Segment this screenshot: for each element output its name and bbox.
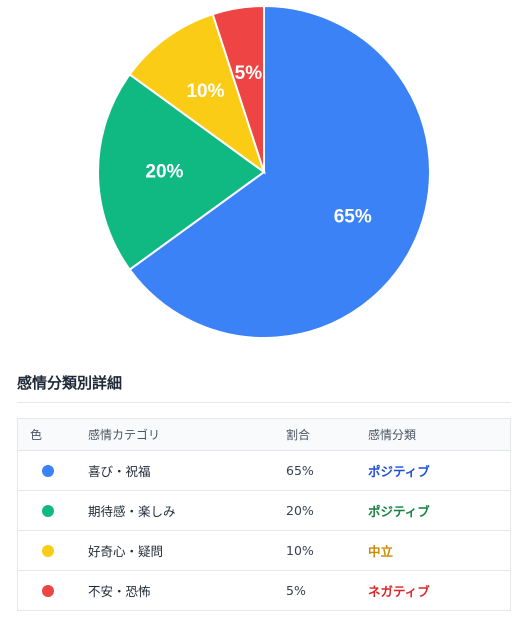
slice-curiosity <box>128 12 266 175</box>
classification-cell: 中立 <box>356 529 510 570</box>
header-classification: 感情分類 <box>356 419 510 451</box>
ratio-cell: 5% <box>274 569 356 610</box>
header-ratio: 割合 <box>274 419 356 451</box>
section-title: 感情分類別詳細 <box>17 374 123 392</box>
color-cell <box>18 450 76 490</box>
table-row: 喜び・祝福 65% ポジティブ <box>18 450 510 490</box>
slice-label: 65% <box>334 207 372 228</box>
color-dot <box>42 585 54 598</box>
pie-chart-svg: 65% 20% 10% 5% <box>97 4 431 339</box>
color-cell <box>18 489 76 530</box>
color-dot <box>42 465 54 477</box>
slice-label: 10% <box>186 81 224 102</box>
section-divider <box>17 402 511 403</box>
table-row: 好奇心・疑問 10% 中立 <box>18 529 510 570</box>
pie-chart: 65% 20% 10% 5% <box>97 4 431 339</box>
category-cell: 喜び・祝福 <box>88 463 151 479</box>
color-cell <box>18 529 76 570</box>
slice-label: 5% <box>235 63 263 84</box>
header-category: 感情カテゴリ <box>76 419 274 451</box>
header-color: 色 <box>18 419 76 451</box>
table-row: 不安・恐怖 5% ネガティブ <box>18 569 510 610</box>
ratio-cell: 20% <box>274 489 356 530</box>
category-cell: 期待感・楽しみ <box>76 489 274 530</box>
category-cell: 好奇心・疑問 <box>76 529 274 570</box>
slice-anxiety <box>211 4 265 173</box>
category-cell: 不安・恐怖 <box>76 569 274 610</box>
classification-cell: ネガティブ <box>356 569 510 610</box>
color-dot <box>42 505 54 517</box>
classification-cell: ポジティブ <box>356 489 510 530</box>
slice-anticipation <box>97 73 266 271</box>
slice-joy <box>128 4 431 339</box>
ratio-cell: 65% <box>286 462 314 478</box>
color-dot <box>42 545 54 557</box>
color-cell <box>18 569 76 610</box>
classification-cell: ポジティブ <box>368 463 430 479</box>
table-row: 期待感・楽しみ 20% ポジティブ <box>18 489 510 530</box>
ratio-cell: 10% <box>274 529 356 570</box>
slice-label: 20% <box>145 162 183 183</box>
table-header-row: 色 感情カテゴリ 割合 感情分類 <box>18 419 510 451</box>
details-table: 色 感情カテゴリ 割合 感情分類 喜び・祝福 65% ポジティブ 期待感・楽しみ… <box>17 418 511 611</box>
